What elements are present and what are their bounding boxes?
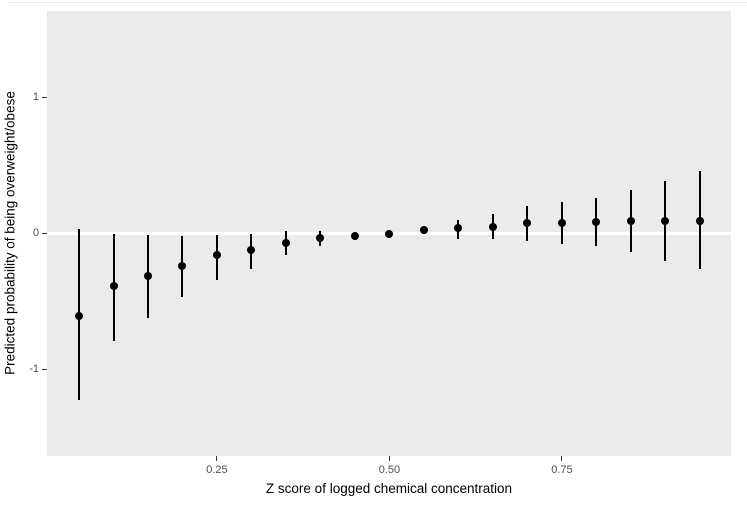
screenshot-top-edge-line: [8, 2, 747, 3]
y-tick-label: 1: [32, 91, 39, 104]
x-tick-mark: [216, 456, 218, 461]
data-point: [281, 238, 290, 247]
data-point: [143, 271, 152, 280]
y-tick-mark: [42, 368, 47, 370]
data-point: [557, 218, 566, 227]
x-tick-label: 0.25: [206, 464, 228, 476]
x-tick-label: 0.50: [378, 464, 401, 476]
data-point: [626, 217, 635, 226]
x-tick-mark: [561, 456, 563, 461]
data-point: [419, 226, 428, 235]
data-point: [109, 282, 118, 291]
data-point: [488, 222, 497, 231]
y-tick-label: -1: [29, 362, 39, 375]
data-point: [212, 251, 221, 260]
data-point: [523, 219, 532, 228]
data-point: [247, 245, 256, 254]
data-point: [661, 217, 670, 226]
data-point: [316, 234, 325, 243]
y-tick-mark: [42, 97, 47, 99]
data-point: [385, 229, 394, 238]
x-tick-mark: [388, 456, 390, 461]
y-tick-mark: [42, 233, 47, 234]
data-point: [350, 232, 359, 241]
x-axis-title: Z score of logged chemical concentration: [265, 481, 513, 496]
data-point: [75, 312, 83, 321]
plot-panel: [47, 11, 731, 456]
data-point: [695, 216, 704, 225]
data-point: [592, 217, 601, 226]
x-tick-label: 0.75: [551, 464, 573, 476]
data-point: [178, 262, 187, 271]
data-point: [454, 224, 463, 233]
y-tick-label: 0: [32, 227, 39, 239]
